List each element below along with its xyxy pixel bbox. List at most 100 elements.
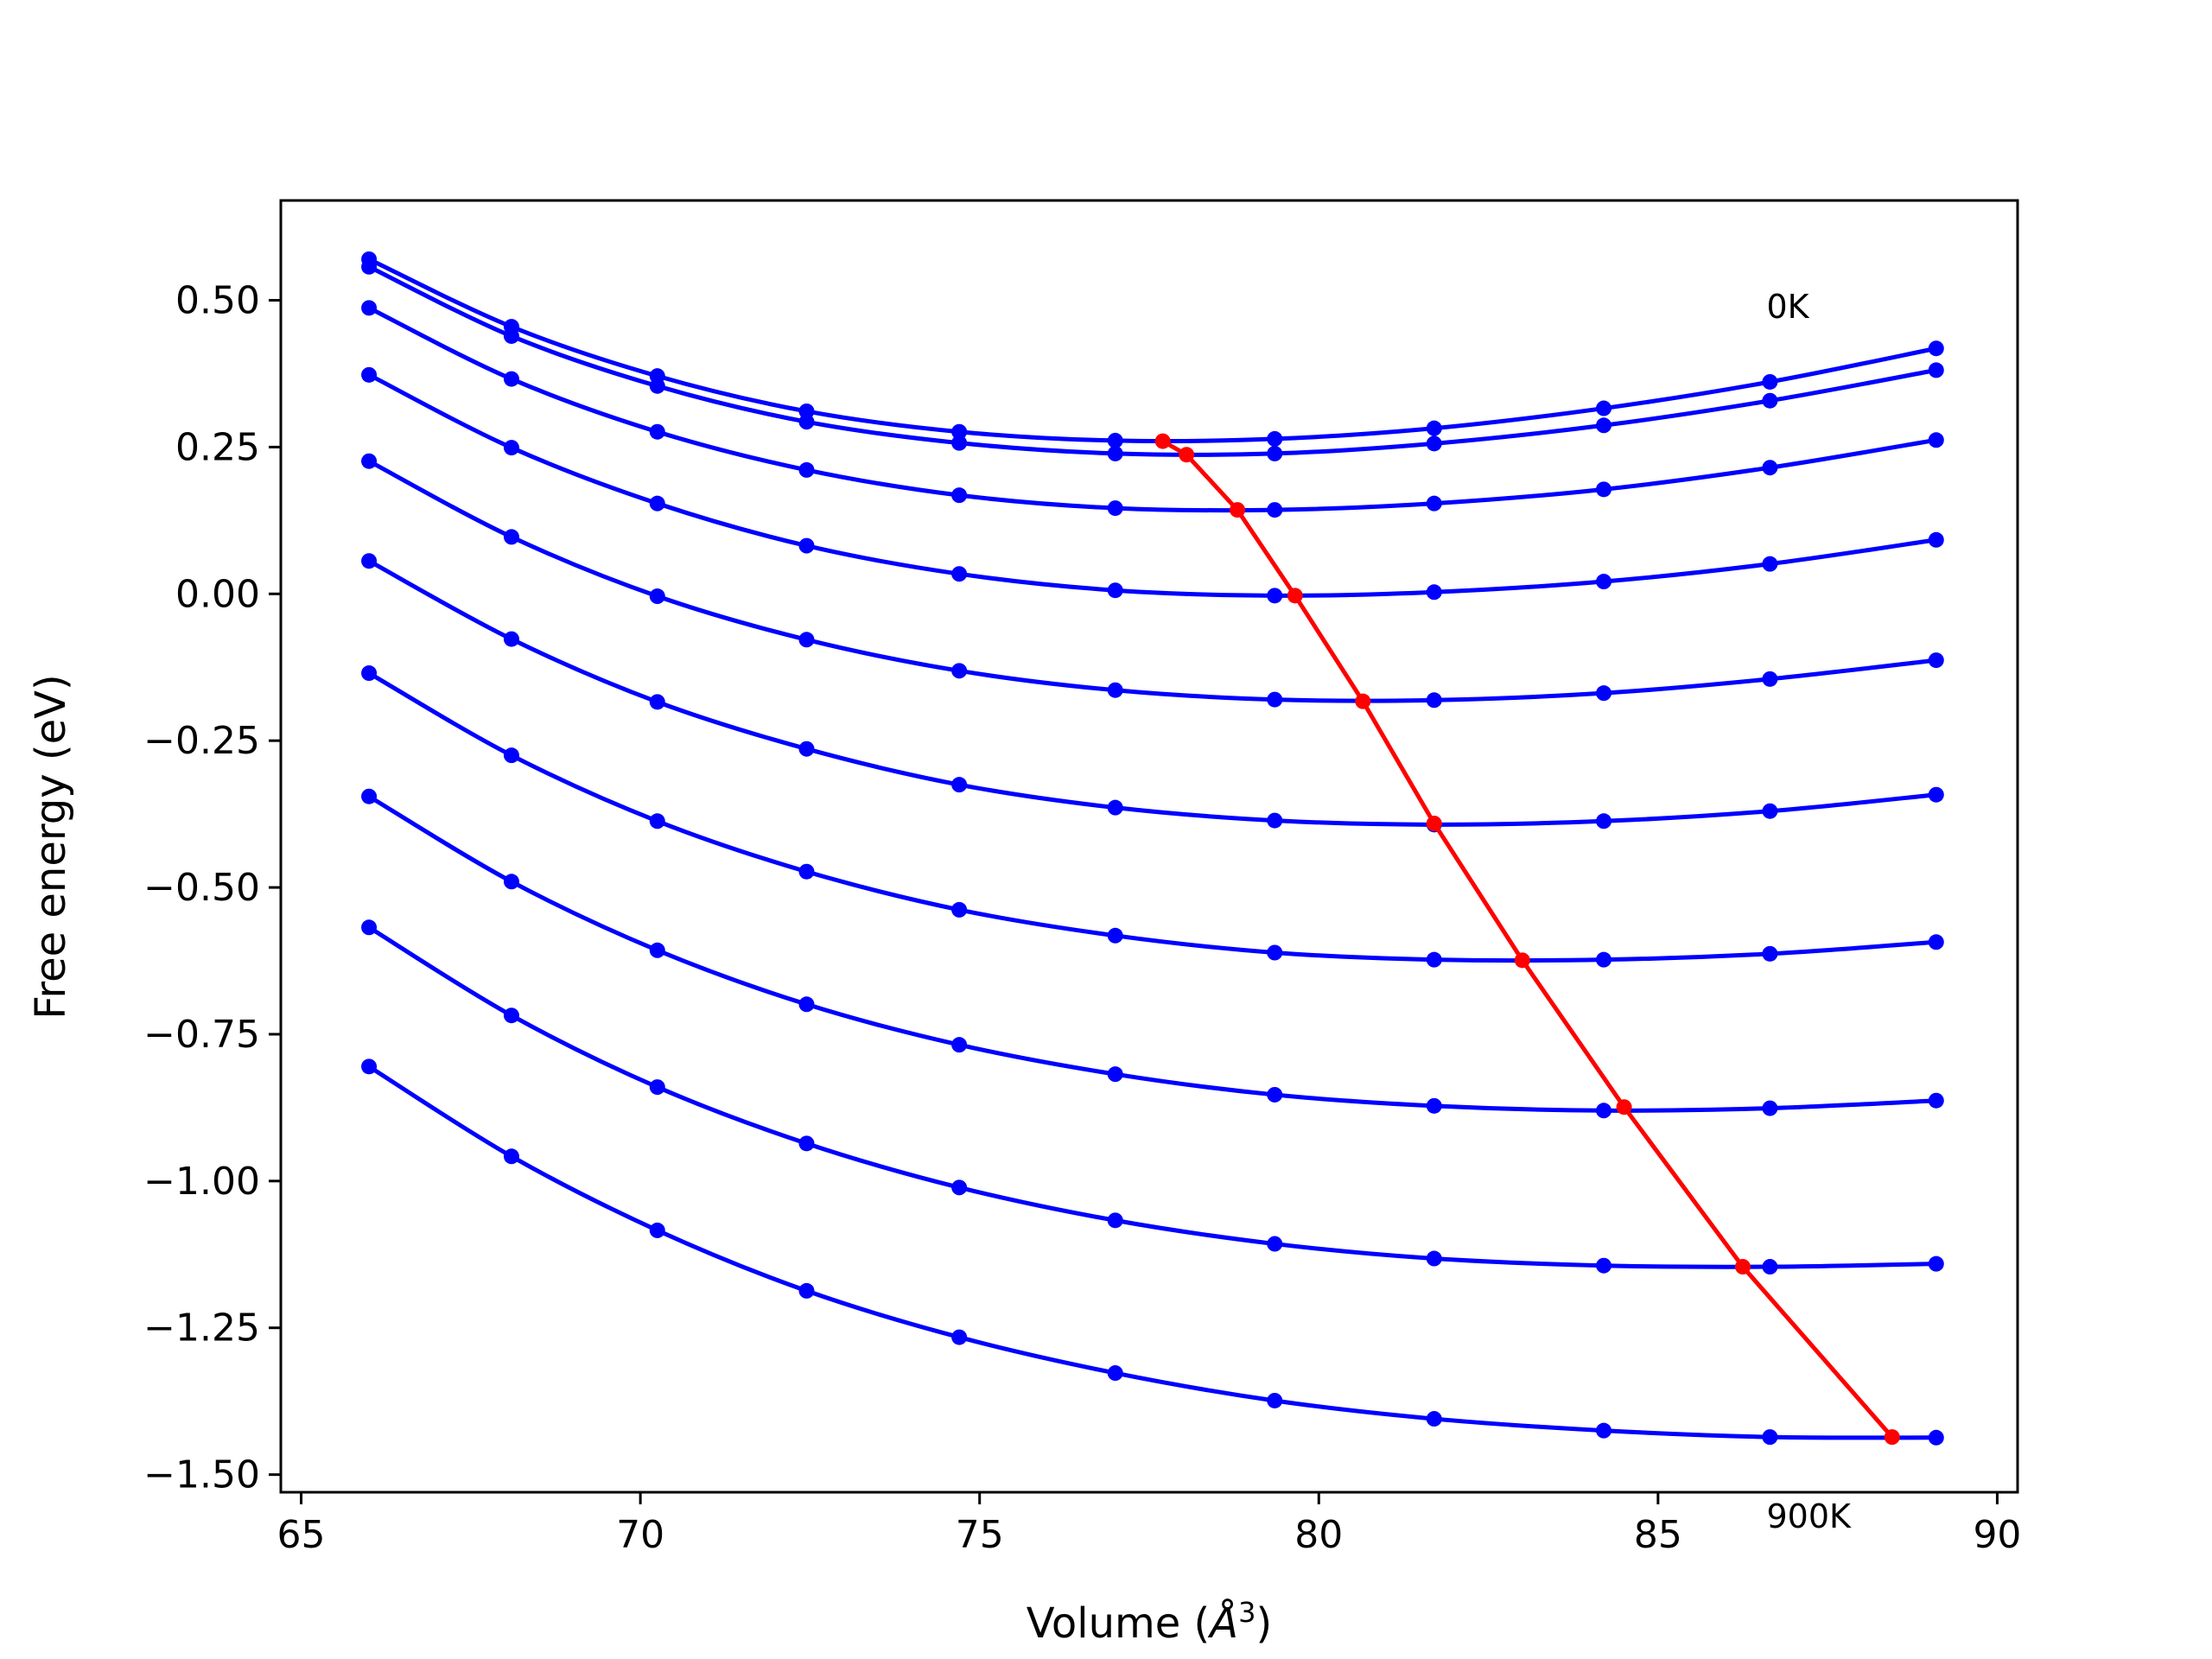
curve-3-point-6 [1267,588,1283,604]
curve-6-point-8 [1596,951,1612,968]
curve-line-4 [367,459,1937,703]
curve-4-point-0 [361,453,378,469]
curve-3-point-8 [1596,574,1612,590]
x-tick-label: 65 [277,1513,326,1557]
y-tick-label: −0.25 [143,719,260,763]
curve-line-8 [367,925,1936,1269]
curve-1-point-10 [1928,362,1944,378]
curve-1-point-4 [951,435,968,451]
curve-3-point-9 [1762,556,1778,572]
curve-4-point-10 [1928,652,1944,669]
curve-5-point-3 [798,741,815,757]
curve-5-point-8 [1596,813,1612,830]
curve-1-point-0 [361,258,378,275]
curve-6-point-6 [1267,944,1283,961]
minima-line [1161,439,1894,1439]
curve-4-point-8 [1596,685,1612,702]
curve-5-point-9 [1762,803,1778,819]
curve-7-point-6 [1267,1086,1283,1103]
y-axis-ticks: 0.50 0.25 0.00 −0.25 −0.50 −0.75 −1.00 −1.25 −1.… [143,279,281,1497]
curve-1-point-6 [1267,445,1283,461]
curve-2-point-10 [1928,432,1944,448]
curve-8-point-3 [798,1135,815,1152]
curve-7-point-10 [1928,1092,1944,1109]
curve-1-point-3 [798,414,815,430]
curve-3-point-3 [798,537,815,554]
curve-4-point-7 [1426,692,1442,709]
curve-3-point-0 [361,366,378,383]
curve-6-point-1 [503,747,519,764]
curve-8-point-7 [1426,1250,1442,1267]
x-axis-title-text: Volume ( [1027,1599,1211,1648]
curve-6-point-9 [1762,945,1778,962]
curve-6-point-10 [1928,934,1944,950]
curve-0-point-7 [1426,420,1442,436]
curve-line-3 [367,372,1937,598]
curve-9-point-4 [951,1329,968,1345]
curve-8-point-5 [1107,1212,1123,1229]
curve-9-point-10 [1928,1429,1944,1446]
y-tick-label: 0.25 [175,425,260,469]
curve-2-point-7 [1426,495,1442,512]
curve-6-point-7 [1426,951,1442,968]
curve-8-point-1 [503,1007,519,1024]
curve-4-point-4 [951,663,968,679]
curve-6-point-0 [361,665,378,682]
minima-point-0 [1154,433,1171,449]
curve-3-point-2 [649,495,665,512]
curve-3-point-1 [503,440,519,456]
minima-point-1 [1179,447,1195,463]
curve-7-point-8 [1596,1103,1612,1119]
curve-7-point-9 [1762,1100,1778,1116]
curve-6-point-2 [649,813,665,830]
curve-7-point-7 [1426,1097,1442,1114]
curve-3-point-7 [1426,584,1442,601]
annotation-0: 0K [1766,288,1809,326]
curve-8-point-2 [649,1079,665,1096]
x-tick-label: 70 [616,1513,664,1557]
minima-point-6 [1514,952,1530,969]
x-axis-title: Volume (Å3) [1027,1596,1272,1648]
minima-point-5 [1426,815,1442,831]
x-tick-label: 80 [1294,1513,1343,1557]
y-axis-title: Free energy (eV) [27,674,75,1019]
curve-7-point-0 [361,788,378,804]
curve-4-point-1 [503,529,519,545]
curve-5-point-0 [361,553,378,569]
y-tick-label: −0.50 [143,866,260,910]
curve-6-point-4 [951,901,968,918]
curve-2-point-4 [951,487,968,504]
curve-8-point-4 [951,1179,968,1196]
curve-8-point-0 [361,919,378,936]
curve-2-point-8 [1596,481,1612,498]
curve-4-point-6 [1267,691,1283,708]
curve-0-point-10 [1928,340,1944,357]
curve-1-point-8 [1596,417,1612,434]
curve-6-point-5 [1107,927,1123,944]
x-tick-label: 85 [1634,1513,1682,1557]
curve-5-point-10 [1928,786,1944,803]
curve-1-point-5 [1107,445,1123,461]
curve-2-point-3 [798,461,815,478]
energy-curves [361,251,1944,1446]
curve-5-point-2 [649,694,665,710]
minima-point-7 [1616,1099,1632,1116]
curve-0-point-4 [951,423,968,440]
curve-6-point-3 [798,863,815,880]
curve-9-point-2 [649,1222,665,1238]
y-tick-label: −1.25 [143,1306,260,1351]
curve-9-point-1 [503,1148,519,1165]
curve-8-point-8 [1596,1257,1612,1274]
curve-3-point-10 [1928,531,1944,548]
curve-2-point-1 [503,371,519,387]
curve-9-point-9 [1762,1429,1778,1446]
curve-5-point-5 [1107,799,1123,816]
curve-7-point-5 [1107,1066,1123,1083]
curve-8-point-9 [1762,1259,1778,1275]
curve-7-point-3 [798,996,815,1013]
curve-1-point-1 [503,327,519,344]
curve-1-point-2 [649,378,665,394]
curve-9-point-8 [1596,1422,1612,1439]
curve-0-point-6 [1267,430,1283,447]
curve-9-point-7 [1426,1411,1442,1427]
